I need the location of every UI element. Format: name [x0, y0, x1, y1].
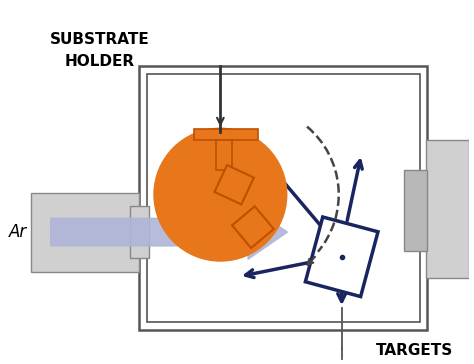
- Text: SUBSTRATE: SUBSTRATE: [50, 32, 150, 47]
- Bar: [147, 74, 419, 322]
- Bar: [217, 141, 232, 170]
- Polygon shape: [305, 217, 378, 297]
- Bar: [31, 193, 139, 272]
- Bar: [426, 141, 469, 278]
- Polygon shape: [232, 206, 274, 248]
- Text: HOLDER: HOLDER: [65, 54, 135, 68]
- Bar: [404, 170, 428, 251]
- Circle shape: [153, 127, 287, 262]
- Polygon shape: [215, 165, 254, 205]
- Bar: [194, 128, 258, 141]
- Bar: [129, 206, 149, 258]
- Text: TARGETS: TARGETS: [376, 343, 454, 357]
- Bar: [139, 66, 428, 330]
- FancyArrow shape: [51, 205, 287, 259]
- Text: Ar: Ar: [9, 223, 27, 241]
